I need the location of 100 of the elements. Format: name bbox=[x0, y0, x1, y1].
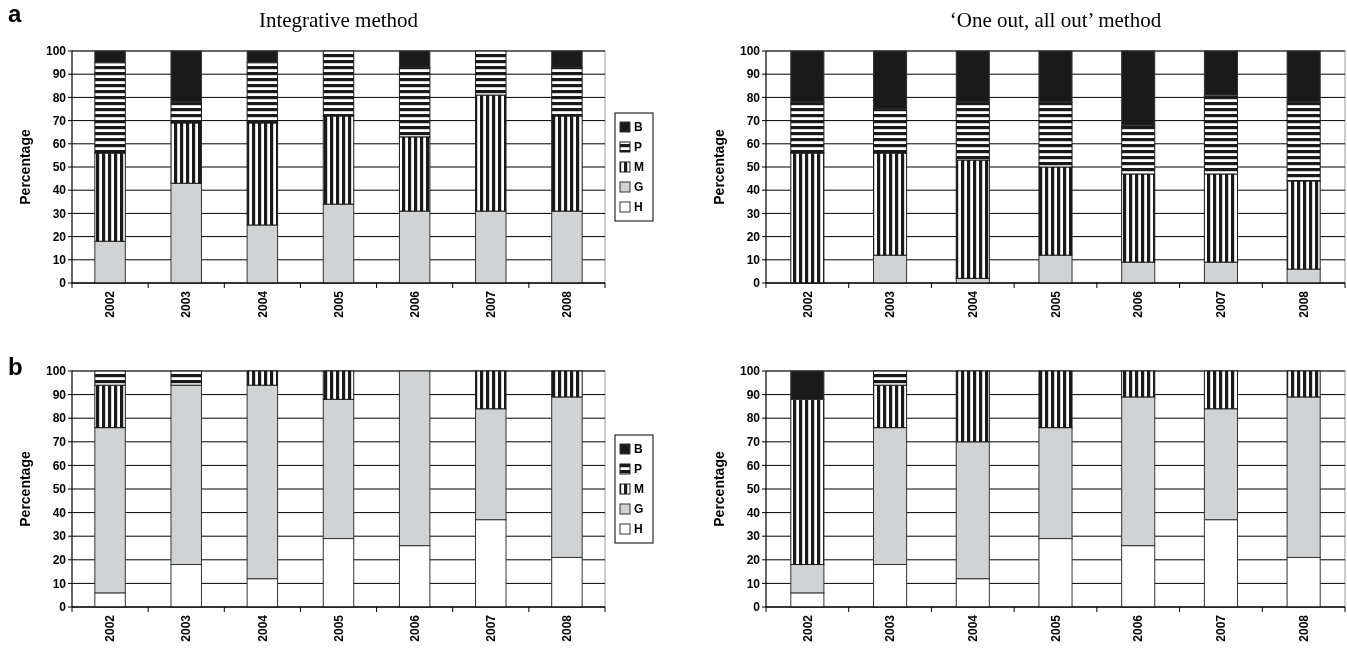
bar bbox=[170, 182, 202, 284]
y-tick-label: 80 bbox=[746, 90, 761, 105]
y-tick-label: 30 bbox=[746, 529, 761, 544]
x-tick-label: 2004 bbox=[255, 290, 270, 318]
text: a bbox=[8, 0, 22, 27]
x-tick-label: 2007 bbox=[483, 290, 498, 318]
x-tick-label: 2003 bbox=[179, 614, 194, 642]
bar bbox=[1038, 254, 1073, 284]
y-tick-label: 60 bbox=[746, 458, 761, 473]
bar bbox=[1203, 370, 1238, 410]
y-tick-label: 90 bbox=[52, 387, 67, 402]
x-tick-label: 2008 bbox=[1296, 614, 1311, 642]
y-axis-title: Percentage bbox=[17, 451, 33, 527]
x-tick-label: 2003 bbox=[179, 290, 194, 318]
y-tick-label: 60 bbox=[52, 137, 67, 151]
x-tick-label: 2002 bbox=[103, 614, 118, 642]
bar bbox=[475, 210, 507, 284]
x-tick-label: 2008 bbox=[560, 290, 575, 318]
y-tick-label: 20 bbox=[746, 229, 761, 244]
x-tick-label: 2004 bbox=[965, 614, 980, 642]
x-tick-label: 2007 bbox=[483, 614, 498, 642]
bar bbox=[322, 203, 355, 284]
bar bbox=[322, 370, 355, 400]
x-tick-label: 2008 bbox=[560, 614, 575, 642]
y-tick-label: 70 bbox=[52, 435, 67, 449]
y-tick-label: 0 bbox=[753, 276, 761, 291]
y-tick-label: 60 bbox=[52, 458, 67, 473]
y-tick-label: 70 bbox=[746, 435, 761, 449]
x-tick-label: 2007 bbox=[1214, 290, 1229, 318]
x-tick-label: 2002 bbox=[800, 290, 815, 318]
text: b bbox=[8, 353, 23, 380]
y-tick-label: 100 bbox=[739, 364, 761, 379]
y-tick-label: 100 bbox=[45, 364, 67, 379]
y-tick-label: 50 bbox=[746, 482, 761, 497]
legend-label: M bbox=[634, 160, 644, 175]
x-tick-label: 2007 bbox=[1214, 614, 1229, 642]
bar bbox=[955, 370, 990, 443]
x-tick-label: 2006 bbox=[407, 290, 422, 318]
y-tick-label: 40 bbox=[52, 183, 67, 198]
y-tick-label: 30 bbox=[52, 529, 67, 544]
chart-title: ‘One out, all out’ method bbox=[949, 8, 1162, 32]
bar bbox=[246, 370, 279, 386]
x-tick-label: 2005 bbox=[331, 290, 346, 318]
y-tick-label: 100 bbox=[739, 44, 761, 59]
x-tick-label: 2005 bbox=[1048, 290, 1063, 318]
chart-title: Integrative method bbox=[258, 8, 419, 32]
y-tick-label: 50 bbox=[52, 160, 67, 175]
legend-label: G bbox=[634, 502, 644, 517]
y-axis-title: Percentage bbox=[17, 129, 33, 205]
x-tick-label: 2005 bbox=[331, 614, 346, 642]
y-tick-label: 20 bbox=[52, 229, 67, 244]
x-tick-label: 2006 bbox=[1131, 614, 1146, 642]
y-tick-label: 40 bbox=[746, 505, 761, 520]
y-tick-label: 80 bbox=[52, 90, 67, 105]
x-tick-label: 2005 bbox=[1048, 614, 1063, 642]
y-tick-label: 50 bbox=[746, 160, 761, 175]
x-tick-label: 2006 bbox=[1131, 290, 1146, 318]
bar bbox=[873, 254, 908, 284]
bar bbox=[1286, 370, 1321, 398]
bar bbox=[1121, 370, 1156, 398]
x-tick-label: 2008 bbox=[1296, 290, 1311, 318]
legend-label: P bbox=[634, 140, 643, 155]
y-tick-label: 90 bbox=[746, 67, 761, 82]
y-tick-label: 90 bbox=[52, 67, 67, 82]
legend-label: B bbox=[634, 120, 643, 135]
x-tick-label: 2002 bbox=[800, 614, 815, 642]
y-tick-label: 0 bbox=[59, 600, 67, 615]
y-tick-label: 90 bbox=[746, 387, 761, 402]
y-tick-label: 30 bbox=[52, 206, 67, 221]
y-tick-label: 70 bbox=[746, 113, 761, 128]
x-tick-label: 2004 bbox=[965, 290, 980, 318]
y-axis-title: Percentage bbox=[711, 451, 727, 527]
bar bbox=[94, 240, 126, 284]
bar bbox=[398, 210, 431, 284]
bar bbox=[551, 370, 583, 398]
y-tick-label: 40 bbox=[746, 183, 761, 198]
bar bbox=[170, 370, 202, 386]
legend-label: G bbox=[634, 180, 644, 195]
y-tick-label: 20 bbox=[746, 553, 761, 567]
y-tick-label: 40 bbox=[52, 505, 67, 520]
x-tick-label: 2003 bbox=[883, 614, 898, 642]
y-tick-label: 30 bbox=[746, 206, 761, 221]
legend-label: B bbox=[634, 442, 643, 457]
y-tick-label: 80 bbox=[52, 411, 67, 426]
legend-label: P bbox=[634, 462, 643, 477]
x-tick-label: 2006 bbox=[407, 614, 422, 642]
y-tick-label: 0 bbox=[753, 600, 761, 615]
y-tick-label: 60 bbox=[746, 137, 761, 151]
bar bbox=[475, 370, 507, 410]
y-tick-label: 80 bbox=[746, 411, 761, 426]
y-axis-title: Percentage bbox=[711, 129, 727, 205]
legend-label: M bbox=[634, 482, 644, 497]
y-tick-label: 50 bbox=[52, 482, 67, 497]
bar bbox=[246, 224, 279, 284]
bar bbox=[551, 210, 583, 284]
y-tick-label: 70 bbox=[52, 113, 67, 128]
y-tick-label: 10 bbox=[746, 576, 761, 591]
y-tick-label: 0 bbox=[59, 276, 67, 291]
y-tick-label: 100 bbox=[45, 44, 67, 59]
x-tick-label: 2003 bbox=[883, 290, 898, 318]
